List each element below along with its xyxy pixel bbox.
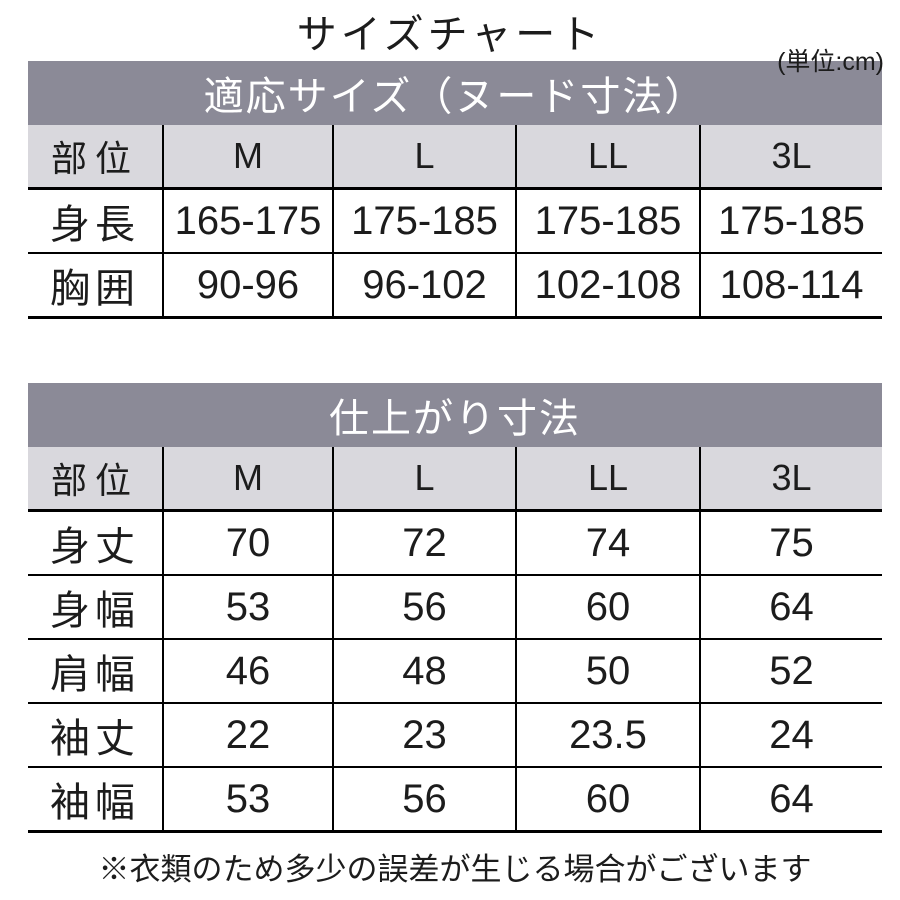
table-row-sleeve-length: 袖丈 22 23 23.5 24 <box>28 703 883 768</box>
cell-body-length-3l: 75 <box>698 510 883 576</box>
cell-height-m: 165-175 <box>162 188 333 254</box>
column-header-3l: 3L <box>698 125 883 190</box>
finished-size-banner: 仕上がり寸法 <box>28 383 883 447</box>
footnote: ※衣類のため多少の誤差が生じる場合がございます <box>98 852 812 887</box>
table-row-sleeve-width: 袖幅 53 56 60 64 <box>28 767 883 833</box>
table-row-shoulder-width: 肩幅 46 48 50 52 <box>28 639 883 704</box>
table-row-chest: 胸囲 90-96 96-102 102-108 108-114 <box>28 253 883 319</box>
cell-sleeve-width-ll: 60 <box>515 767 700 833</box>
unit-label: (単位:cm) <box>777 48 884 76</box>
cell-height-l: 175-185 <box>332 188 516 254</box>
cell-body-width-3l: 64 <box>698 575 883 640</box>
column-header-l-2: L <box>332 447 516 512</box>
table-gap <box>0 319 900 383</box>
nude-size-banner: 適応サイズ（ヌード寸法） <box>28 61 883 125</box>
nude-size-banner-row: 適応サイズ（ヌード寸法） <box>28 61 883 125</box>
cell-body-width-ll: 60 <box>515 575 700 640</box>
cell-shoulder-width-l: 48 <box>332 639 516 704</box>
cell-sleeve-length-3l: 24 <box>698 703 883 768</box>
column-header-part-2: 部位 <box>28 447 163 512</box>
cell-height-ll: 175-185 <box>515 188 700 254</box>
column-header-part: 部位 <box>28 125 163 190</box>
row-label-sleeve-width: 袖幅 <box>28 767 163 833</box>
cell-sleeve-length-m: 22 <box>162 703 333 768</box>
cell-body-length-ll: 74 <box>515 510 700 576</box>
finished-size-table: 仕上がり寸法 部位 M L LL 3L 身丈 70 72 74 75 身幅 53… <box>28 383 883 833</box>
column-header-m-2: M <box>162 447 333 512</box>
row-label-sleeve-length: 袖丈 <box>28 703 163 768</box>
column-header-ll-2: LL <box>515 447 700 512</box>
row-label-shoulder-width: 肩幅 <box>28 639 163 704</box>
table-row-height: 身長 165-175 175-185 175-185 175-185 <box>28 188 883 254</box>
cell-body-width-l: 56 <box>332 575 516 640</box>
cell-chest-l: 96-102 <box>332 253 516 319</box>
column-header-ll: LL <box>515 125 700 190</box>
cell-sleeve-length-ll: 23.5 <box>515 703 700 768</box>
cell-chest-3l: 108-114 <box>698 253 883 319</box>
row-label-body-width: 身幅 <box>28 575 163 640</box>
row-label-height: 身長 <box>28 188 163 254</box>
row-label-chest: 胸囲 <box>28 253 163 319</box>
column-header-m: M <box>162 125 333 190</box>
column-header-3l-2: 3L <box>698 447 883 512</box>
cell-shoulder-width-3l: 52 <box>698 639 883 704</box>
cell-sleeve-width-l: 56 <box>332 767 516 833</box>
finished-size-header-row: 部位 M L LL 3L <box>28 447 883 512</box>
column-header-l: L <box>332 125 516 190</box>
cell-sleeve-width-3l: 64 <box>698 767 883 833</box>
table-row-body-width: 身幅 53 56 60 64 <box>28 575 883 640</box>
finished-size-banner-row: 仕上がり寸法 <box>28 383 883 447</box>
cell-chest-m: 90-96 <box>162 253 333 319</box>
cell-body-length-l: 72 <box>332 510 516 576</box>
cell-chest-ll: 102-108 <box>515 253 700 319</box>
table-row-body-length: 身丈 70 72 74 75 <box>28 510 883 576</box>
nude-size-header-row: 部位 M L LL 3L <box>28 125 883 190</box>
cell-sleeve-length-l: 23 <box>332 703 516 768</box>
cell-body-width-m: 53 <box>162 575 333 640</box>
cell-body-length-m: 70 <box>162 510 333 576</box>
cell-shoulder-width-m: 46 <box>162 639 333 704</box>
cell-height-3l: 175-185 <box>698 188 883 254</box>
nude-size-table: 適応サイズ（ヌード寸法） 部位 M L LL 3L 身長 165-175 175… <box>28 61 883 319</box>
cell-shoulder-width-ll: 50 <box>515 639 700 704</box>
cell-sleeve-width-m: 53 <box>162 767 333 833</box>
page-title: サイズチャート <box>296 13 604 57</box>
row-label-body-length: 身丈 <box>28 510 163 576</box>
